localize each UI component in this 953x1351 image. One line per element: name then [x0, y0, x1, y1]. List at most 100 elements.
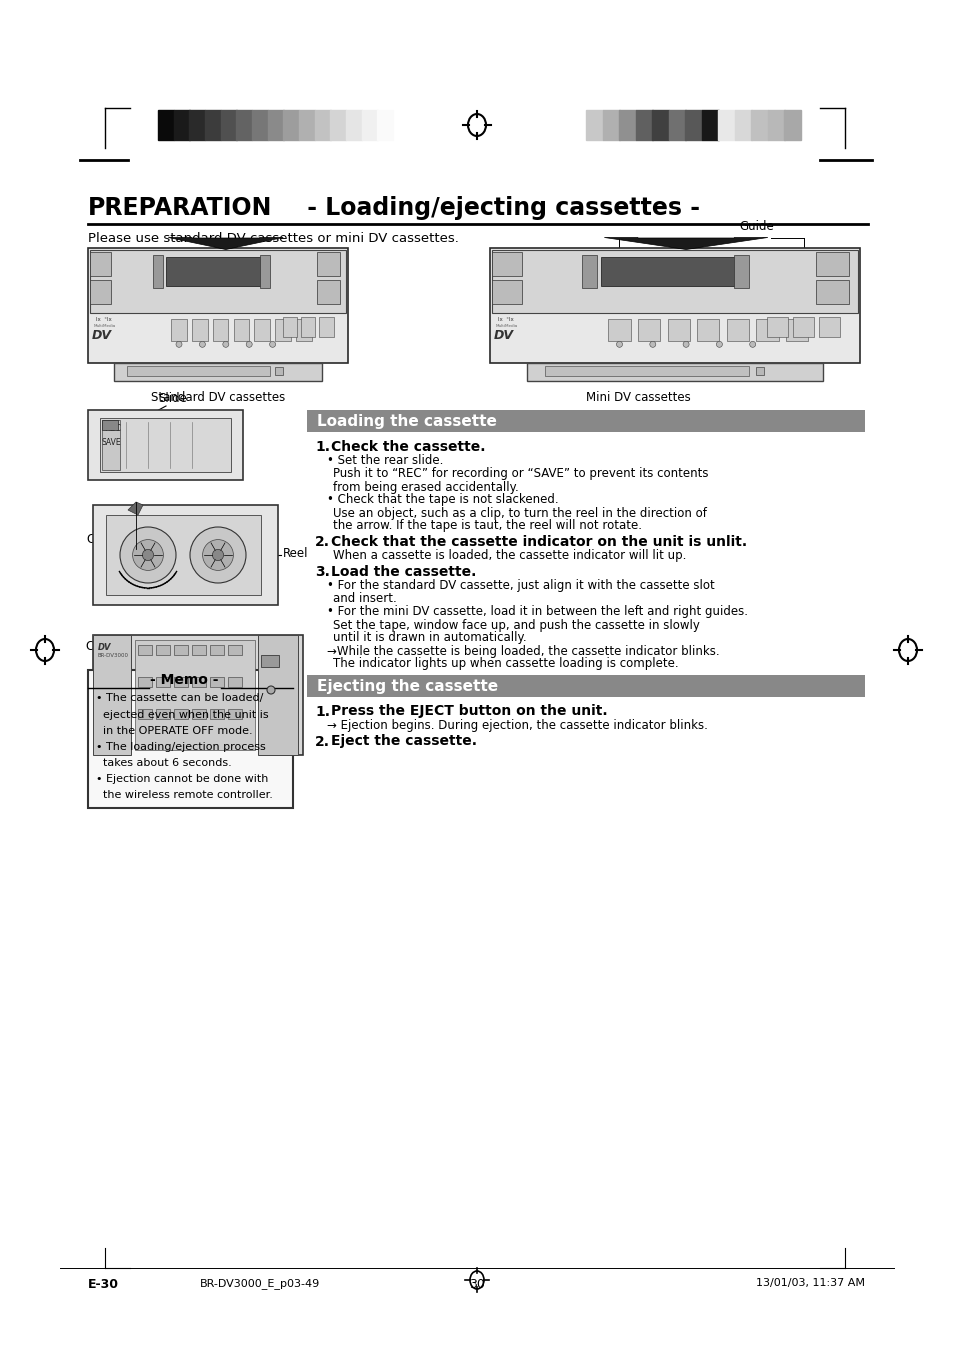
Text: until it is drawn in automatically.: until it is drawn in automatically. [333, 631, 526, 644]
Bar [301, 317, 315, 336]
Bar [88, 409, 243, 480]
Bar [173, 709, 188, 719]
Bar [638, 319, 659, 340]
Text: in the OPERATE OFF mode.: in the OPERATE OFF mode. [96, 725, 253, 735]
Bar [173, 677, 188, 688]
Bar [259, 255, 270, 288]
Bar [152, 255, 163, 288]
Bar [767, 109, 784, 141]
Bar [252, 109, 268, 141]
Text: 1.: 1. [314, 440, 330, 454]
Bar [751, 109, 767, 141]
Bar [228, 644, 242, 655]
Circle shape [682, 342, 688, 347]
Polygon shape [603, 238, 767, 250]
Bar [210, 644, 224, 655]
Circle shape [190, 527, 246, 584]
Bar [815, 253, 848, 276]
Text: DV: DV [494, 330, 514, 342]
Bar [697, 319, 719, 340]
Bar [92, 635, 131, 755]
Text: lx  °lx: lx °lx [497, 317, 514, 323]
Bar [156, 677, 170, 688]
Bar [635, 109, 652, 141]
Bar [210, 677, 224, 688]
Text: from being erased accidentally.: from being erased accidentally. [333, 481, 518, 493]
Bar [106, 515, 261, 594]
Bar [268, 109, 284, 141]
Bar [608, 319, 630, 340]
Bar [192, 319, 208, 340]
Bar [92, 505, 277, 605]
Bar [307, 674, 864, 697]
Circle shape [749, 342, 755, 347]
Text: takes about 6 seconds.: takes about 6 seconds. [96, 758, 232, 767]
Text: Check the cassette.: Check the cassette. [331, 440, 485, 454]
Bar [652, 109, 668, 141]
Circle shape [120, 527, 175, 584]
Polygon shape [168, 238, 283, 250]
Bar [138, 709, 152, 719]
Bar [756, 319, 778, 340]
Bar [173, 109, 190, 141]
Bar [793, 317, 813, 336]
Text: Slide: Slide [158, 392, 187, 405]
Bar [307, 409, 864, 432]
Text: • The cassette can be loaded/: • The cassette can be loaded/ [96, 693, 263, 704]
Bar [189, 109, 205, 141]
Circle shape [616, 342, 622, 347]
Bar [135, 640, 254, 750]
Text: MultiMedia: MultiMedia [94, 324, 116, 328]
Text: The indicator lights up when cassette loading is complete.: The indicator lights up when cassette lo… [333, 658, 678, 670]
Bar [718, 109, 735, 141]
Bar [526, 363, 822, 381]
Text: 13/01/03, 11:37 AM: 13/01/03, 11:37 AM [755, 1278, 864, 1288]
Bar [734, 109, 751, 141]
Text: - Memo -: - Memo - [150, 674, 218, 688]
Bar [756, 367, 763, 376]
Bar [88, 670, 293, 808]
Text: →While the cassette is being loaded, the cassette indicator blinks.: →While the cassette is being loaded, the… [327, 644, 719, 658]
Bar [138, 644, 152, 655]
Text: and insert.: and insert. [333, 593, 396, 605]
Bar [274, 319, 291, 340]
Bar [205, 109, 221, 141]
Bar [274, 367, 283, 376]
Bar [734, 255, 748, 288]
Text: Reel: Reel [283, 547, 308, 561]
Bar [668, 109, 685, 141]
Bar [171, 319, 187, 340]
Text: • For the mini DV cassette, load it in between the left and right guides.: • For the mini DV cassette, load it in b… [327, 605, 747, 619]
Text: Push it to “REC” for recording or “SAVE” to prevent its contents: Push it to “REC” for recording or “SAVE”… [333, 467, 708, 481]
Circle shape [213, 550, 223, 561]
Bar [490, 249, 859, 363]
Text: • The loading/ejection process: • The loading/ejection process [96, 742, 266, 751]
Bar [220, 109, 236, 141]
Text: EJECT button: EJECT button [179, 767, 256, 780]
Bar [582, 255, 597, 288]
Circle shape [246, 342, 252, 347]
Text: • For the standard DV cassette, just align it with the cassette slot: • For the standard DV cassette, just ali… [327, 580, 714, 593]
Text: 30: 30 [469, 1278, 484, 1292]
Bar [667, 319, 689, 340]
Circle shape [716, 342, 721, 347]
Bar [102, 420, 120, 470]
Bar [330, 109, 346, 141]
Text: 1.: 1. [314, 704, 330, 719]
Text: DV: DV [98, 643, 112, 653]
Text: DV: DV [91, 330, 112, 342]
Bar [113, 363, 322, 381]
Bar [585, 109, 602, 141]
Text: E-30: E-30 [88, 1278, 119, 1292]
Bar [492, 250, 857, 313]
Bar [361, 109, 377, 141]
Text: BR-DV3000: BR-DV3000 [98, 653, 129, 658]
Text: BR-DV3000_E_p03-49: BR-DV3000_E_p03-49 [200, 1278, 320, 1289]
Bar [90, 250, 346, 313]
Bar [726, 319, 748, 340]
Text: Set the tape, window face up, and push the cassette in slowly: Set the tape, window face up, and push t… [333, 619, 700, 631]
Bar [316, 253, 340, 276]
Bar [346, 109, 362, 141]
Text: • Set the rear slide.: • Set the rear slide. [327, 454, 443, 467]
Text: - Loading/ejecting cassettes -: - Loading/ejecting cassettes - [266, 196, 700, 220]
